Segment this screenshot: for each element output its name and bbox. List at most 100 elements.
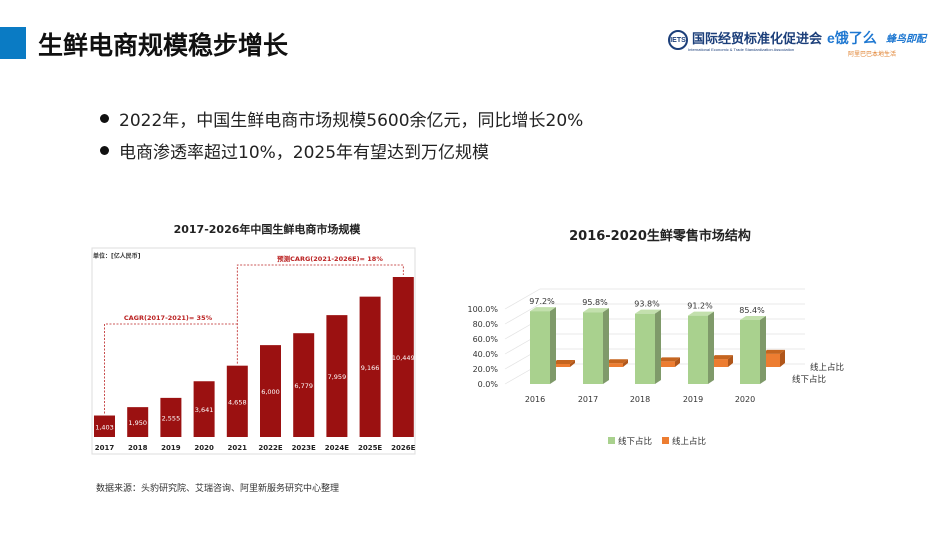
offline-value-label: 93.8% [634,300,660,309]
offline-bar-top [688,311,714,316]
y-tick-label: 100.0% [467,305,498,314]
x-tick-label: 2017 [578,395,598,404]
unit-label: 单位：[亿人民币] [93,252,141,260]
bar-value-label: 9,166 [361,364,380,372]
online-bar-top [657,357,680,362]
offline-value-label: 91.2% [687,302,713,311]
online-bar-top [710,355,733,360]
data-source: 数据来源：头豹研究院、艾瑞咨询、阿里新服务研究中心整理 [96,484,340,494]
offline-bar-side [760,315,766,384]
title-accent-bar [0,27,26,59]
online-bar-side [570,360,575,367]
bar [260,345,281,437]
x-tick-label: 2024E [325,444,349,452]
x-tick-label: 2016 [525,395,545,404]
bar [160,397,182,437]
org-emblem-icon: IETS [668,30,688,50]
bullet-item: 电商渗透率超过10%，2025年有望达到万亿规模 [100,138,489,163]
offline-bar-top [583,308,609,313]
bar-value-label: 6,779 [294,382,313,390]
y-tick-label: 80.0% [473,320,499,329]
offline-value-label: 97.2% [529,297,555,306]
bar [392,277,414,437]
depth-axis-label: 线上占比 [810,362,844,373]
bar-value-label: 2,555 [162,414,181,422]
offline-bar [530,311,550,384]
x-tick-label: 2020 [735,395,755,404]
x-tick-label: 2017 [95,444,115,452]
bar [94,415,115,437]
bullet-text: 电商渗透率超过10%，2025年有望达到万亿规模 [119,143,490,163]
brand-subtitle: 阿里巴巴本地生活 [848,52,897,58]
x-tick-label: 2018 [128,444,148,452]
bar [226,365,248,437]
forecast-annotation: 预测CARG(2021-2026E)= 18% [277,254,383,263]
eleme-logo: e饿了么 [827,30,877,46]
bar-value-label: 1,403 [95,423,114,431]
chart-title: 2017-2026年中国生鲜电商市场规模 [174,222,362,236]
bar-value-label: 1,950 [128,419,147,427]
org-name: 国际经贸标准化促进会 [692,32,823,47]
x-tick-label: 2023E [292,444,316,452]
bar [326,315,348,437]
bar [127,407,149,437]
bar-value-label: 6,000 [261,388,280,396]
bar [359,296,381,437]
online-bar-side [728,355,733,367]
online-bar-top [762,349,785,354]
offline-bar [635,313,655,384]
offline-bar-side [550,307,556,384]
offline-bar-side [603,308,609,384]
legend-label: 线下占比 [618,436,652,447]
forecast-cagr-line [236,264,404,364]
x-tick-label: 2021 [228,444,248,452]
online-bar-side [675,357,680,367]
fengniao-logo: 蜂鸟即配 [886,34,926,45]
x-tick-label: 2020 [194,444,214,452]
depth-axis-label: 线下占比 [792,374,826,385]
legend-swatch [662,437,669,444]
online-bar [762,353,780,367]
x-tick-label: 2019 [683,395,703,404]
page-title: 生鲜电商规模稳步增长 [38,31,289,60]
online-bar [657,361,675,367]
online-bar-top [605,359,628,364]
org-name-en: International Economic & Trade Standardi… [688,47,795,52]
offline-bar-side [655,309,661,384]
bullet-dot-icon [100,114,109,123]
x-tick-label: 2022E [258,444,282,452]
offline-bar-top [740,315,766,320]
online-bar [605,363,623,367]
bullet-dot-icon [100,146,109,155]
cagr-line [104,323,238,414]
bar [193,381,215,437]
org-logo: IETS 国际经贸标准化促进会 International Economic &… [668,28,822,52]
x-tick-label: 2018 [630,395,650,404]
bar-value-label: 7,959 [328,373,347,381]
offline-bar [583,312,603,384]
gridline [504,303,805,325]
offline-value-label: 85.4% [739,306,765,315]
market-structure-chart: 2016-2020生鲜零售市场结构 0.0% 20.0% 40.0% 60.0% 80.0… [467,228,844,447]
online-bar-top [552,360,575,364]
online-bar [710,359,728,367]
offline-bar [740,319,760,384]
offline-bar-top [635,309,661,314]
bar-value-label: 3,641 [195,406,214,414]
x-tick-label: 2025E [358,444,382,452]
chart-title: 2016-2020生鲜零售市场结构 [569,228,751,244]
offline-value-label: 95.8% [582,298,608,307]
y-tick-label: 20.0% [473,365,499,374]
x-tick-label: 2026E [391,444,415,452]
bar [293,333,315,437]
legend-label: 线上占比 [672,436,706,447]
online-bar [552,364,570,367]
legend-swatch [608,437,615,444]
bar-value-label: 10,449 [392,354,415,362]
bullet-text: 2022年，中国生鲜电商市场规模5600余亿元，同比增长20% [119,111,584,131]
offline-bar [688,315,708,384]
offline-bar-side [708,311,714,384]
bar-value-label: 4,658 [228,398,247,406]
